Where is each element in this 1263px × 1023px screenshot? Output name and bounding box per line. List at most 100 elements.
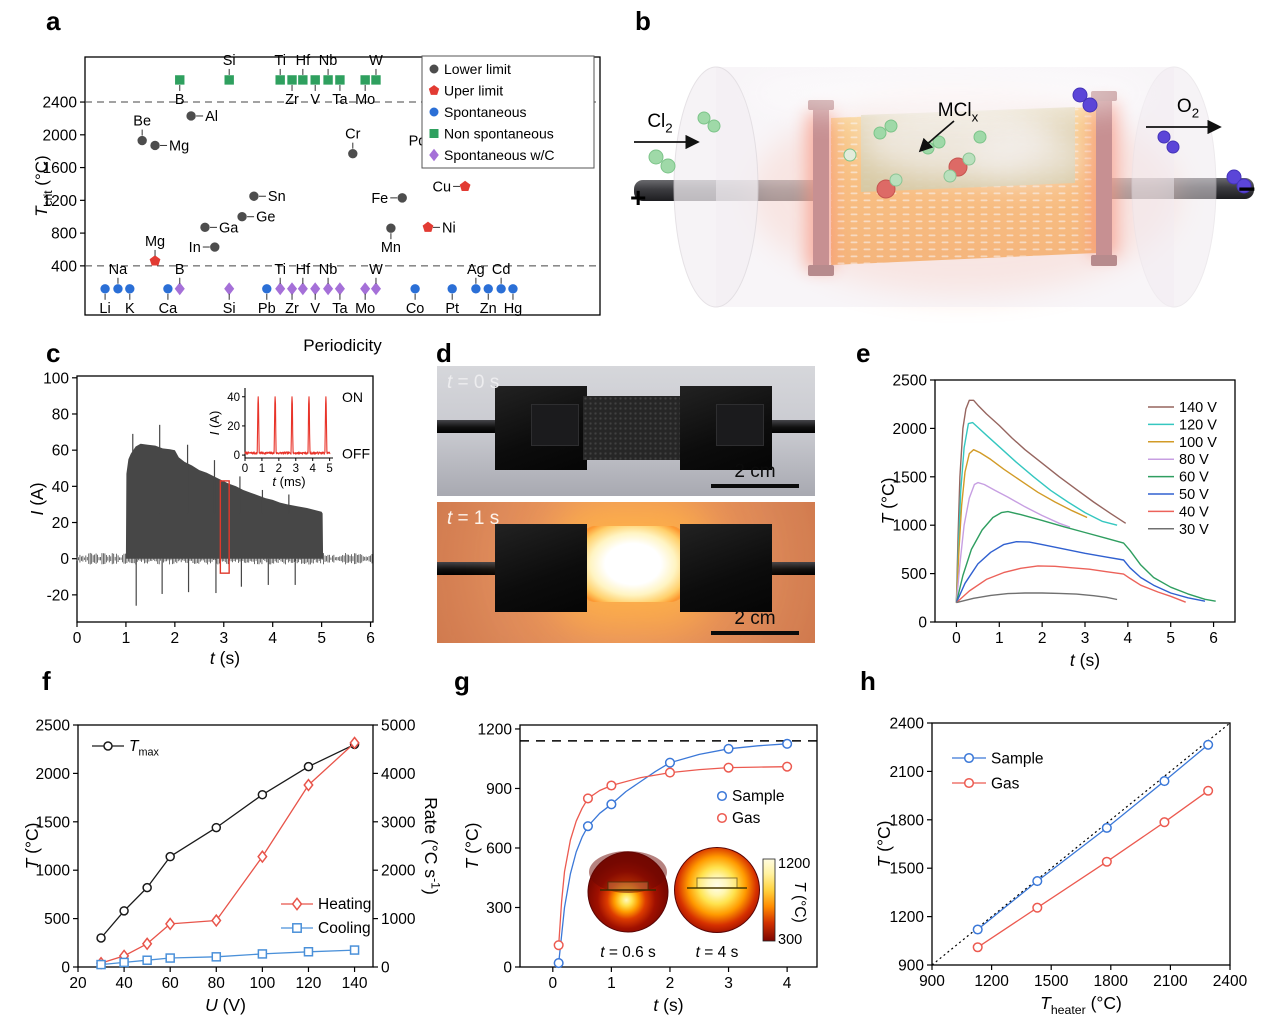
svg-text:I (A): I (A) [207,411,222,436]
svg-text:80: 80 [208,975,226,992]
panel-f-chart: 20 40 60 80 100 120 140 0 500 1000 1500 2000 2500 0 10… [22,718,443,1016]
svg-text:T (°C): T (°C) [462,823,482,870]
panel-e-letter: e [856,338,871,368]
photo-t1: t = 1 s 2 cm [437,502,815,643]
svg-text:Pt: Pt [445,301,459,317]
svg-text:Be: Be [133,114,151,130]
svg-text:t (s): t (s) [1070,650,1100,670]
panel-h-letter: h [860,666,876,696]
svg-text:Tcrit (°C): Tcrit (°C) [32,155,55,216]
svg-text:2000: 2000 [36,766,71,783]
svg-text:1: 1 [122,630,131,647]
svg-text:60 V: 60 V [1179,470,1209,486]
svg-text:1800: 1800 [1094,973,1129,990]
svg-text:V: V [310,92,320,108]
svg-text:t = 0.6 s: t = 0.6 s [600,944,656,961]
svg-text:Uper limit: Uper limit [444,83,503,99]
svg-text:800: 800 [51,226,77,243]
svg-text:W: W [369,53,383,69]
svg-text:2400: 2400 [1213,973,1248,990]
svg-text:0: 0 [381,960,390,977]
svg-text:1500: 1500 [1034,973,1069,990]
svg-text:2000: 2000 [381,863,416,880]
svg-text:900: 900 [486,781,512,798]
panel-c-letter: c [46,338,61,368]
scale-bar: 2 cm [711,461,799,488]
svg-text:Al: Al [205,109,218,125]
panel-a-letter: a [46,6,61,36]
mclx-molecules [876,152,976,199]
svg-text:40: 40 [115,975,133,992]
svg-text:2: 2 [1038,630,1047,647]
panel-b-letter: b [635,6,651,36]
svg-text:0: 0 [548,975,557,992]
svg-text:0: 0 [234,450,240,462]
photo-t0: t = 0 s 2 cm [437,366,815,496]
svg-text:U (V): U (V) [205,995,246,1015]
svg-text:-20: -20 [47,587,70,604]
o2-molecules [1072,87,1252,194]
svg-text:ON: ON [342,389,363,405]
svg-text:20: 20 [227,421,240,433]
clamp-right [680,524,772,612]
svg-text:2100: 2100 [1153,973,1188,990]
svg-text:20: 20 [69,975,87,992]
svg-text:Mo: Mo [355,301,375,317]
svg-text:Mg: Mg [169,138,189,154]
svg-text:V: V [310,301,320,317]
svg-text:0: 0 [61,960,70,977]
svg-text:Spontaneous: Spontaneous [444,104,527,120]
svg-text:Si: Si [223,53,236,69]
minus-terminal: − [1238,173,1256,206]
svg-text:K: K [125,301,135,317]
svg-text:1500: 1500 [36,814,71,831]
svg-text:40 V: 40 V [1179,504,1209,520]
svg-text:5: 5 [1166,630,1175,647]
svg-text:1200: 1200 [43,193,78,210]
svg-text:3: 3 [293,463,299,475]
svg-text:0: 0 [60,551,69,568]
svg-text:T (°C): T (°C) [878,478,898,525]
svg-text:5: 5 [317,630,326,647]
svg-text:300: 300 [486,900,512,917]
svg-text:t (s): t (s) [210,648,240,668]
svg-text:Rate (°C s-1): Rate (°C s-1) [421,797,443,895]
svg-text:40: 40 [227,392,240,404]
svg-text:Lower limit: Lower limit [444,61,511,77]
svg-text:30 V: 30 V [1179,522,1209,538]
svg-text:T (°C): T (°C) [791,881,808,923]
svg-text:3: 3 [724,975,733,992]
cl2-label: Cl2 [647,111,672,135]
svg-text:Cu: Cu [433,179,452,195]
svg-text:Spontaneous w/C: Spontaneous w/C [444,147,555,163]
svg-text:Periodicity: Periodicity [303,336,382,355]
svg-text:1000: 1000 [36,863,71,880]
svg-text:Si: Si [223,301,236,317]
svg-text:1200: 1200 [890,909,925,926]
svg-text:20: 20 [52,515,70,532]
svg-text:Fe: Fe [371,191,388,207]
svg-text:0: 0 [503,960,512,977]
svg-text:600: 600 [486,840,512,857]
quartz-tube [673,66,1217,308]
svg-text:1600: 1600 [43,160,78,177]
svg-text:1000: 1000 [381,911,416,928]
flow-annotations: Cl2 O2 MClx + − [630,96,1256,213]
svg-text:300: 300 [778,932,802,948]
svg-text:Mo: Mo [355,92,375,108]
svg-text:1000: 1000 [893,518,928,535]
photo-caption: t = 0 s [447,372,500,393]
svg-text:Ta: Ta [332,301,348,317]
svg-text:Cooling: Cooling [318,920,371,937]
svg-text:Gas: Gas [991,776,1020,793]
svg-text:1800: 1800 [890,812,925,829]
svg-text:B: B [175,92,185,108]
svg-text:0: 0 [918,615,927,632]
svg-text:400: 400 [51,258,77,275]
svg-text:I (A): I (A) [27,482,47,515]
svg-text:W: W [369,262,383,278]
svg-text:Zn: Zn [480,301,497,317]
svg-text:1: 1 [607,975,616,992]
